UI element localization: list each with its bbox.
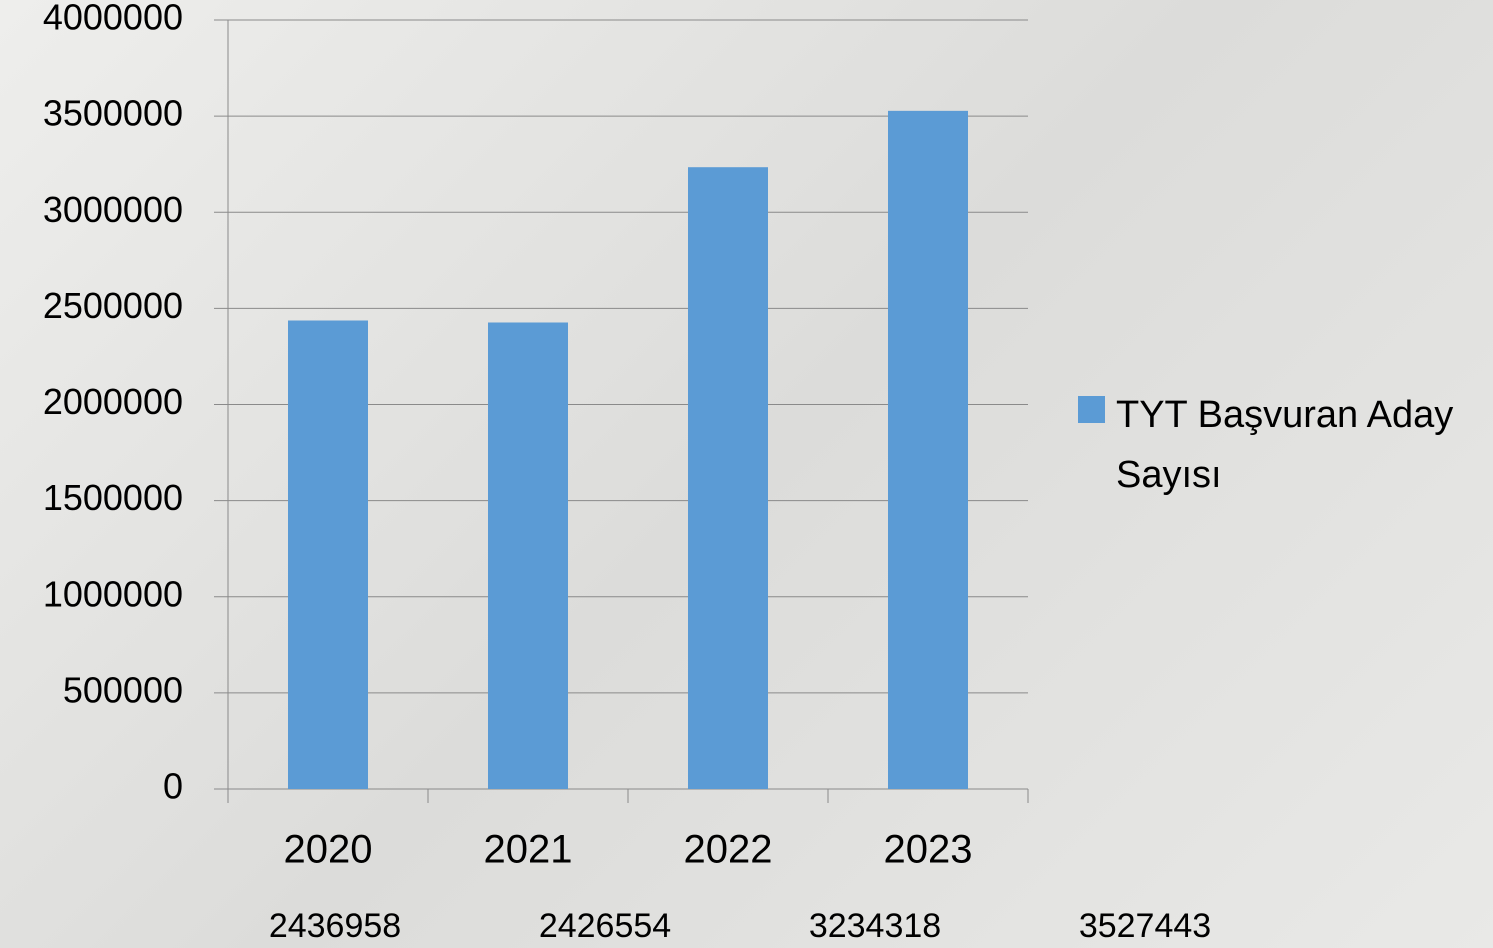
x-tick-label: 2020 [284,828,373,872]
x-tick-label: 2023 [884,828,973,872]
x-tick-label: 2022 [684,828,773,872]
y-tick-label: 3000000 [43,189,183,230]
bar [288,320,368,789]
value-label: 2426554 [539,907,671,945]
y-tick-label: 1500000 [43,477,183,518]
y-tick-label: 1000000 [43,573,183,614]
legend-label: TYT Başvuran Aday Sayısı [1116,385,1493,505]
y-tick-label: 3500000 [43,93,183,134]
y-tick-label: 2500000 [43,285,183,326]
bar [888,111,968,789]
y-tick-label: 500000 [63,669,183,710]
legend-swatch [1078,396,1105,423]
bar [688,167,768,789]
y-tick-label: 2000000 [43,381,183,422]
value-label: 2436958 [269,907,401,945]
slide: 0 500000 1000000 1500000 2000000 2500000 30000… [0,0,1493,948]
x-tick-label: 2021 [484,828,573,872]
bar [488,322,568,789]
legend: TYT Başvuran Aday Sayısı [1078,385,1493,505]
value-label: 3234318 [809,907,941,945]
value-label: 3527443 [1079,907,1211,945]
y-tick-label: 0 [163,766,183,807]
y-tick-label: 4000000 [43,0,183,38]
